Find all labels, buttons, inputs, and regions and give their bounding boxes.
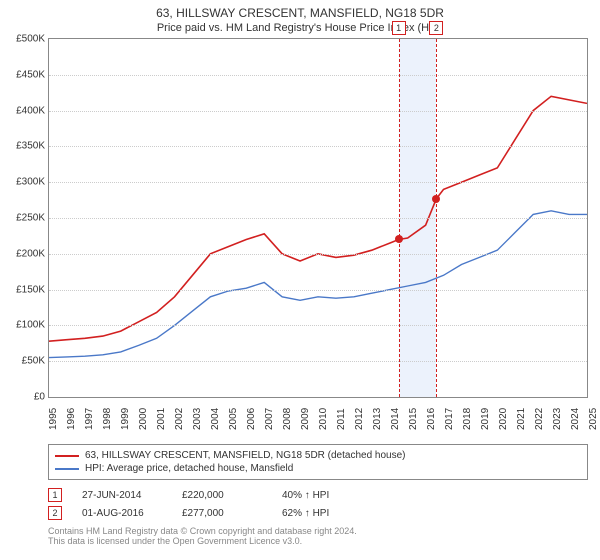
legend-label: HPI: Average price, detached house, Mans…	[85, 463, 293, 474]
x-axis-label: 2006	[246, 408, 257, 430]
y-axis-label: £100K	[3, 320, 45, 331]
footer-line-2: This data is licensed under the Open Gov…	[48, 536, 588, 546]
y-axis-label: £0	[3, 392, 45, 403]
sale-vline	[436, 39, 437, 397]
x-axis-label: 2005	[228, 408, 239, 430]
legend: 63, HILLSWAY CRESCENT, MANSFIELD, NG18 5…	[48, 444, 588, 480]
sale-row: 2 01-AUG-2016 £277,000 62% ↑ HPI	[48, 504, 588, 522]
x-axis-label: 2022	[534, 408, 545, 430]
legend-label: 63, HILLSWAY CRESCENT, MANSFIELD, NG18 5…	[85, 450, 406, 461]
gridline	[49, 361, 587, 362]
x-axis-label: 1995	[48, 408, 59, 430]
sale-row: 1 27-JUN-2014 £220,000 40% ↑ HPI	[48, 486, 588, 504]
x-axis-label: 2018	[462, 408, 473, 430]
series-line	[49, 211, 587, 358]
gridline	[49, 290, 587, 291]
x-axis-label: 1997	[84, 408, 95, 430]
x-axis-label: 2016	[426, 408, 437, 430]
footer-line-1: Contains HM Land Registry data © Crown c…	[48, 526, 588, 536]
x-axis-label: 2020	[498, 408, 509, 430]
y-axis-label: £150K	[3, 284, 45, 295]
sale-vs-hpi: 62% ↑ HPI	[282, 508, 362, 519]
gridline	[49, 146, 587, 147]
x-axis-label: 2013	[372, 408, 383, 430]
chart-title: 63, HILLSWAY CRESCENT, MANSFIELD, NG18 5…	[0, 0, 600, 20]
y-axis-label: £300K	[3, 177, 45, 188]
x-axis-label: 2014	[390, 408, 401, 430]
plot-area: £0£50K£100K£150K£200K£250K£300K£350K£400…	[48, 38, 588, 398]
x-axis-label: 2011	[336, 408, 347, 430]
sale-marker-box: 1	[392, 21, 406, 35]
sale-vline	[399, 39, 400, 397]
sale-point	[395, 235, 403, 243]
x-axis-label: 2025	[588, 408, 599, 430]
legend-row: 63, HILLSWAY CRESCENT, MANSFIELD, NG18 5…	[55, 449, 581, 462]
x-axis-label: 2021	[516, 408, 527, 430]
x-axis-label: 1998	[102, 408, 113, 430]
y-axis-label: £500K	[3, 34, 45, 45]
gridline	[49, 182, 587, 183]
x-axis-label: 2007	[264, 408, 275, 430]
y-axis-label: £350K	[3, 141, 45, 152]
x-axis-label: 1999	[120, 408, 131, 430]
x-axis-label: 2002	[174, 408, 185, 430]
footer: Contains HM Land Registry data © Crown c…	[48, 526, 588, 546]
gridline	[49, 218, 587, 219]
x-axis-label: 2001	[156, 408, 167, 430]
x-axis-label: 1996	[66, 408, 77, 430]
gridline	[49, 75, 587, 76]
x-axis-label: 2015	[408, 408, 419, 430]
x-axis-label: 2008	[282, 408, 293, 430]
legend-swatch	[55, 455, 79, 457]
chart-subtitle: Price paid vs. HM Land Registry's House …	[0, 20, 600, 38]
sale-marker-box: 2	[429, 21, 443, 35]
chart-container: 63, HILLSWAY CRESCENT, MANSFIELD, NG18 5…	[0, 0, 600, 546]
sale-point	[432, 195, 440, 203]
x-axis-label: 2024	[570, 408, 581, 430]
x-axis-label: 2009	[300, 408, 311, 430]
x-axis-label: 2012	[354, 408, 365, 430]
x-axis-label: 2010	[318, 408, 329, 430]
y-axis-label: £200K	[3, 248, 45, 259]
sale-price: £277,000	[182, 508, 262, 519]
gridline	[49, 254, 587, 255]
x-axis-label: 2003	[192, 408, 203, 430]
x-axis-labels: 1995 1996 1997 1998 1999 2000 2001 2002 2003 2004…	[48, 398, 588, 440]
y-axis-label: £250K	[3, 213, 45, 224]
y-axis-label: £50K	[3, 356, 45, 367]
y-axis-label: £400K	[3, 105, 45, 116]
legend-row: HPI: Average price, detached house, Mans…	[55, 462, 581, 475]
sale-marker: 1	[48, 488, 62, 502]
x-axis-label: 2023	[552, 408, 563, 430]
sale-marker: 2	[48, 506, 62, 520]
sale-date: 01-AUG-2016	[82, 508, 162, 519]
gridline	[49, 325, 587, 326]
legend-swatch	[55, 468, 79, 470]
sale-vs-hpi: 40% ↑ HPI	[282, 490, 362, 501]
x-axis-label: 2019	[480, 408, 491, 430]
x-axis-label: 2000	[138, 408, 149, 430]
x-axis-label: 2004	[210, 408, 221, 430]
sale-price: £220,000	[182, 490, 262, 501]
gridline	[49, 111, 587, 112]
x-axis-label: 2017	[444, 408, 455, 430]
sale-date: 27-JUN-2014	[82, 490, 162, 501]
sales-table: 1 27-JUN-2014 £220,000 40% ↑ HPI 2 01-AUG-201…	[48, 486, 588, 522]
y-axis-label: £450K	[3, 69, 45, 80]
